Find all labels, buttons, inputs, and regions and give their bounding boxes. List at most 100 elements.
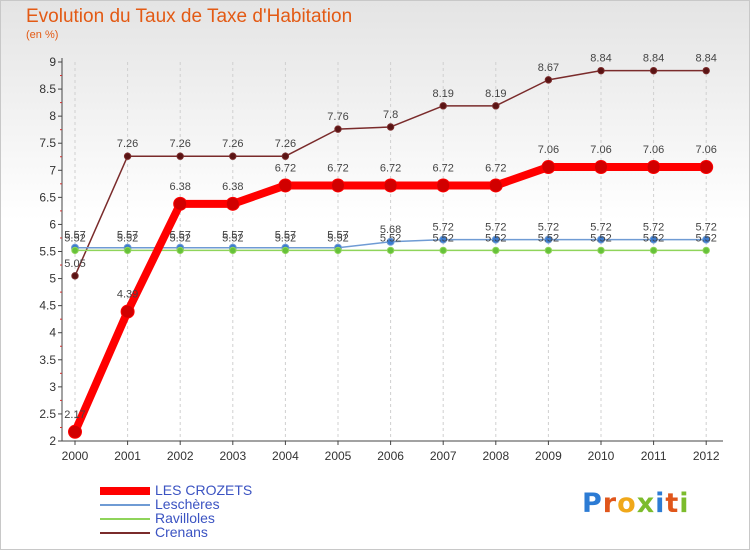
data-point-ravilloles-2009 <box>544 246 553 255</box>
data-label-ravilloles-2010: 5.52 <box>590 232 611 244</box>
legend-swatch-les-crozets <box>100 487 150 495</box>
x-tick-label-2003: 2003 <box>219 449 246 463</box>
data-point-crenans-2007 <box>439 102 447 110</box>
chart-title: Evolution du Taux de Taxe d'Habitation <box>26 6 353 27</box>
data-point-ravilloles-2001 <box>123 246 132 255</box>
data-label-lesch-res-2012: 5.72 <box>695 222 716 234</box>
data-label-crenans-2001: 7.26 <box>117 138 138 150</box>
data-point-les-crozets-2009 <box>541 160 556 175</box>
data-point-les-crozets-2007 <box>436 178 451 193</box>
data-label-les-crozets-2002: 6.38 <box>169 181 190 193</box>
data-label-ravilloles-2007: 5.52 <box>432 232 453 244</box>
data-label-lesch-res-2001: 5.57 <box>117 230 138 242</box>
data-label-ravilloles-2012: 5.52 <box>695 232 716 244</box>
data-label-ravilloles-2006: 5.52 <box>380 232 401 244</box>
data-label-crenans-2003: 7.26 <box>222 138 243 150</box>
data-label-les-crozets-2011: 7.06 <box>643 144 664 156</box>
data-point-les-crozets-2004 <box>278 178 293 193</box>
data-label-crenans-2010: 8.84 <box>590 53 611 65</box>
data-label-lesch-res-2007: 5.72 <box>432 222 453 234</box>
data-label-crenans-2008: 8.19 <box>485 88 506 100</box>
data-label-les-crozets-2010: 7.06 <box>590 144 611 156</box>
data-point-les-crozets-2003 <box>225 196 240 211</box>
data-label-lesch-res-2002: 5.57 <box>169 230 190 242</box>
legend-label-ravilloles: Ravilloles <box>155 510 215 526</box>
data-point-lesch-res-2008 <box>491 235 500 244</box>
y-tick-label-6.5: 6.5 <box>39 190 56 204</box>
data-label-lesch-res-2008: 5.72 <box>485 222 506 234</box>
data-label-lesch-res-2005: 5.57 <box>327 230 348 242</box>
legend-item-ravilloles: Ravilloles <box>100 510 300 526</box>
y-tick-label-4.5: 4.5 <box>39 299 56 313</box>
y-tick-label-6: 6 <box>49 217 56 231</box>
legend-label-les-crozets: LES CROZETS <box>155 482 253 498</box>
y-tick-label-8: 8 <box>49 109 56 123</box>
legend-item-crenans: Crenans <box>100 524 300 540</box>
x-tick-label-2006: 2006 <box>377 449 404 463</box>
data-label-les-crozets-2003: 6.38 <box>222 181 243 193</box>
data-label-ravilloles-2005: 5.52 <box>327 232 348 244</box>
logo-letter: i <box>655 488 666 519</box>
y-tick-label-5.5: 5.5 <box>39 245 56 259</box>
data-point-les-crozets-2012 <box>699 160 714 175</box>
logo-letter: t <box>665 488 680 519</box>
data-point-crenans-2005 <box>334 125 342 133</box>
data-point-lesch-res-2009 <box>544 235 553 244</box>
data-label-les-crozets-2006: 6.72 <box>380 162 401 174</box>
data-label-crenans-2011: 8.84 <box>643 53 664 65</box>
data-label-lesch-res-2006: 5.68 <box>380 224 401 236</box>
data-point-lesch-res-2012 <box>702 235 711 244</box>
data-label-les-crozets-2004: 6.72 <box>275 162 296 174</box>
data-point-crenans-2009 <box>544 76 553 84</box>
data-point-crenans-2001 <box>123 152 132 160</box>
x-tick-label-2011: 2011 <box>641 449 667 463</box>
data-label-les-crozets-2000: 2.17 <box>64 409 85 421</box>
proxiti-logo: Proxiti <box>582 488 690 519</box>
x-tick-label-2007: 2007 <box>430 449 457 463</box>
data-label-lesch-res-2003: 5.57 <box>222 230 243 242</box>
data-label-les-crozets-2012: 7.06 <box>695 144 716 156</box>
legend-swatch-crenans <box>100 532 150 534</box>
data-label-ravilloles-2009: 5.52 <box>538 232 559 244</box>
data-label-ravilloles-2000: 5.52 <box>64 232 85 244</box>
legend-swatch-lescheres <box>100 504 150 506</box>
y-tick-label-7: 7 <box>49 163 56 177</box>
data-label-crenans-2007: 8.19 <box>432 88 453 100</box>
data-point-crenans-2012 <box>702 66 710 75</box>
y-tick-label-3.5: 3.5 <box>39 353 56 367</box>
y-tick-label-9: 9 <box>49 55 56 69</box>
x-tick-label-2002: 2002 <box>167 449 194 463</box>
logo-letter: r <box>602 488 618 519</box>
logo-letter: P <box>582 488 603 519</box>
data-point-crenans-2003 <box>229 152 237 160</box>
logo-letter: o <box>617 488 637 519</box>
data-label-les-crozets-2007: 6.72 <box>432 162 453 174</box>
legend-label-crenans: Crenans <box>155 524 208 540</box>
data-label-les-crozets-2001: 4.39 <box>117 289 138 301</box>
y-tick-label-8.5: 8.5 <box>39 82 56 96</box>
data-label-les-crozets-2005: 6.72 <box>327 162 348 174</box>
data-label-lesch-res-2010: 5.72 <box>590 222 611 234</box>
data-label-crenans-2009: 8.67 <box>538 62 559 74</box>
data-point-lesch-res-2006 <box>386 237 395 246</box>
data-point-ravilloles-2008 <box>492 246 500 255</box>
x-tick-label-2005: 2005 <box>325 449 352 463</box>
data-label-crenans-2002: 7.26 <box>169 138 190 150</box>
data-point-crenans-2004 <box>281 152 290 160</box>
legend-label-lescheres: Leschères <box>155 496 220 512</box>
data-point-les-crozets-2010 <box>594 160 608 175</box>
data-point-ravilloles-2012 <box>702 246 710 255</box>
data-point-les-crozets-2005 <box>331 178 345 193</box>
data-point-ravilloles-2000 <box>71 246 79 255</box>
data-point-les-crozets-2008 <box>488 178 503 193</box>
legend-swatch-ravilloles <box>100 518 150 520</box>
data-point-ravilloles-2004 <box>281 246 290 255</box>
data-point-les-crozets-2001 <box>120 304 135 319</box>
data-label-crenans-2004: 7.26 <box>275 138 296 150</box>
series-crenans: 5.05 7.26 7.26 7.26 7.26 7.76 7.8 8.19 8.19 8.67 8… <box>64 53 717 280</box>
data-point-crenans-2008 <box>492 102 500 110</box>
y-tick-label-3: 3 <box>49 380 56 394</box>
data-point-lesch-res-2011 <box>649 235 658 244</box>
logo-letter: i <box>679 488 690 519</box>
